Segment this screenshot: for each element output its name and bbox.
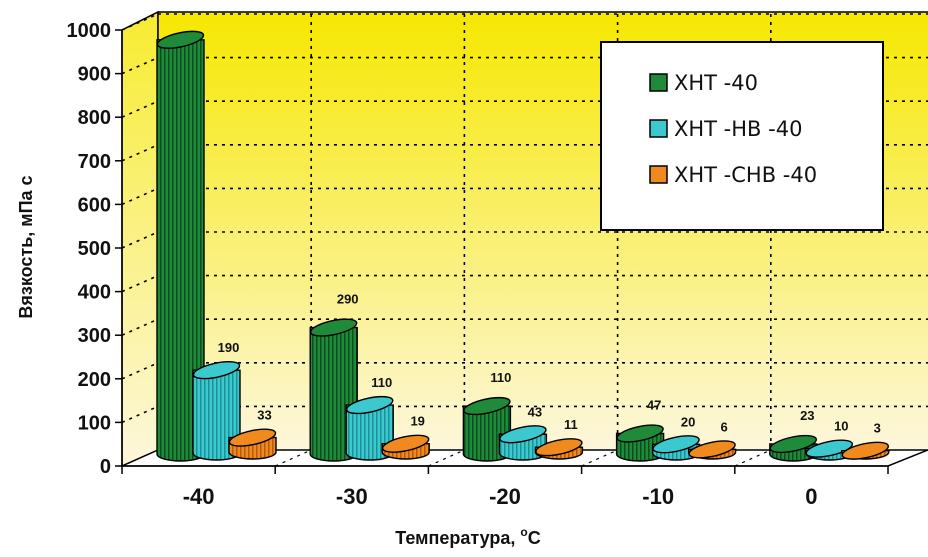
legend-swatch <box>649 165 668 184</box>
data-label: 3 <box>874 421 881 436</box>
data-label: 19 <box>410 414 424 429</box>
y-tick-label: 700 <box>78 151 111 173</box>
bar <box>651 435 701 461</box>
side-gridline <box>121 187 159 206</box>
bar-top <box>309 318 358 337</box>
x-tick-label: -20 <box>489 484 521 509</box>
bar-top <box>381 434 430 453</box>
x-axis-title-unit: C <box>528 528 541 548</box>
bar-top <box>499 425 547 444</box>
bar-top <box>192 361 241 380</box>
data-label: 290 <box>337 292 359 307</box>
data-label: 11 <box>564 417 578 432</box>
data-label: 33 <box>257 408 271 423</box>
bar-top <box>769 434 818 454</box>
y-tick-label: 200 <box>78 369 111 391</box>
data-labels: 290 110 47 23 190 110 43 20 10 33 19 11 6 3 <box>218 292 881 436</box>
floor-gridline <box>581 449 618 467</box>
bar <box>687 440 737 460</box>
bar-top <box>463 396 511 416</box>
side-gridline <box>121 274 159 293</box>
bar-top <box>156 30 205 49</box>
y-tick-label: 800 <box>78 107 111 129</box>
bar <box>534 438 584 460</box>
side-gridline <box>121 362 159 380</box>
y-tick-label: 0 <box>100 456 111 478</box>
side-gridline <box>121 144 159 162</box>
bar <box>381 434 430 460</box>
side-gridline <box>121 405 159 424</box>
bar-top <box>841 441 890 460</box>
y-axis: 0 100 200 300 400 500 600 700 800 900 1000 <box>67 20 123 478</box>
data-label: 110 <box>490 370 511 385</box>
x-axis-title: Температура, oC <box>395 525 540 548</box>
x-axis-title-degree: o <box>520 525 527 539</box>
legend-label: ХНТ -СНВ -40 <box>674 163 817 187</box>
side-gridline <box>121 56 159 75</box>
bar <box>841 441 890 460</box>
y-axis-title: Вязкость, мПа с <box>16 175 36 318</box>
x-axis: -40 -30 -20 -10 0 <box>121 465 889 509</box>
y-tick-label: 100 <box>78 412 111 434</box>
data-label: 190 <box>218 340 240 355</box>
side-gridline <box>121 318 159 336</box>
legend-items: ХНТ -40 ХНТ -НВ -40 ХНТ -СНВ -40 <box>649 71 817 187</box>
data-label: 23 <box>800 408 814 423</box>
bar-top <box>805 439 854 458</box>
y-tick-label: 300 <box>78 325 111 347</box>
floor-gridline <box>734 449 772 467</box>
y-tick-label: 400 <box>78 282 111 304</box>
floor-gridline <box>274 449 312 467</box>
side-gridline <box>121 231 159 249</box>
data-label: 47 <box>647 398 661 413</box>
x-axis-title-main: Температура, <box>395 528 520 548</box>
x-tick-label: -30 <box>336 484 368 509</box>
bar <box>228 428 277 460</box>
legend: ХНТ -40 ХНТ -НВ -40 ХНТ -СНВ -40 <box>600 41 884 231</box>
bar-top <box>228 428 277 447</box>
chart-left-wall <box>121 10 159 468</box>
data-label: 43 <box>528 404 542 419</box>
x-tick-label: -10 <box>642 484 674 509</box>
bar-top <box>535 438 583 457</box>
bars <box>156 30 890 462</box>
legend-swatch <box>649 73 668 92</box>
x-tick-label: 0 <box>805 484 817 509</box>
bar <box>462 396 512 462</box>
y-tick-label: 1000 <box>67 20 112 42</box>
bar <box>345 395 394 461</box>
data-label: 6 <box>720 419 727 434</box>
data-label: 110 <box>371 375 392 390</box>
side-gridline <box>121 13 159 31</box>
bar-top <box>345 395 394 415</box>
bar-top <box>688 440 736 459</box>
data-label: 10 <box>834 419 848 434</box>
legend-label: ХНТ -40 <box>674 71 758 95</box>
legend-label: ХНТ -НВ -40 <box>674 117 802 141</box>
data-label: 20 <box>681 414 695 429</box>
y-tick-label: 900 <box>78 64 111 86</box>
bar-top <box>616 424 664 443</box>
bar <box>769 434 818 462</box>
y-tick-label: 500 <box>78 238 111 260</box>
legend-swatch <box>649 119 668 138</box>
bar-top <box>652 435 700 454</box>
side-gridline <box>121 100 159 118</box>
x-tick-label: -40 <box>183 484 215 509</box>
legend-box <box>600 41 884 231</box>
y-tick-label: 600 <box>78 194 111 216</box>
bar <box>498 425 548 461</box>
floor-gridline <box>428 449 465 467</box>
